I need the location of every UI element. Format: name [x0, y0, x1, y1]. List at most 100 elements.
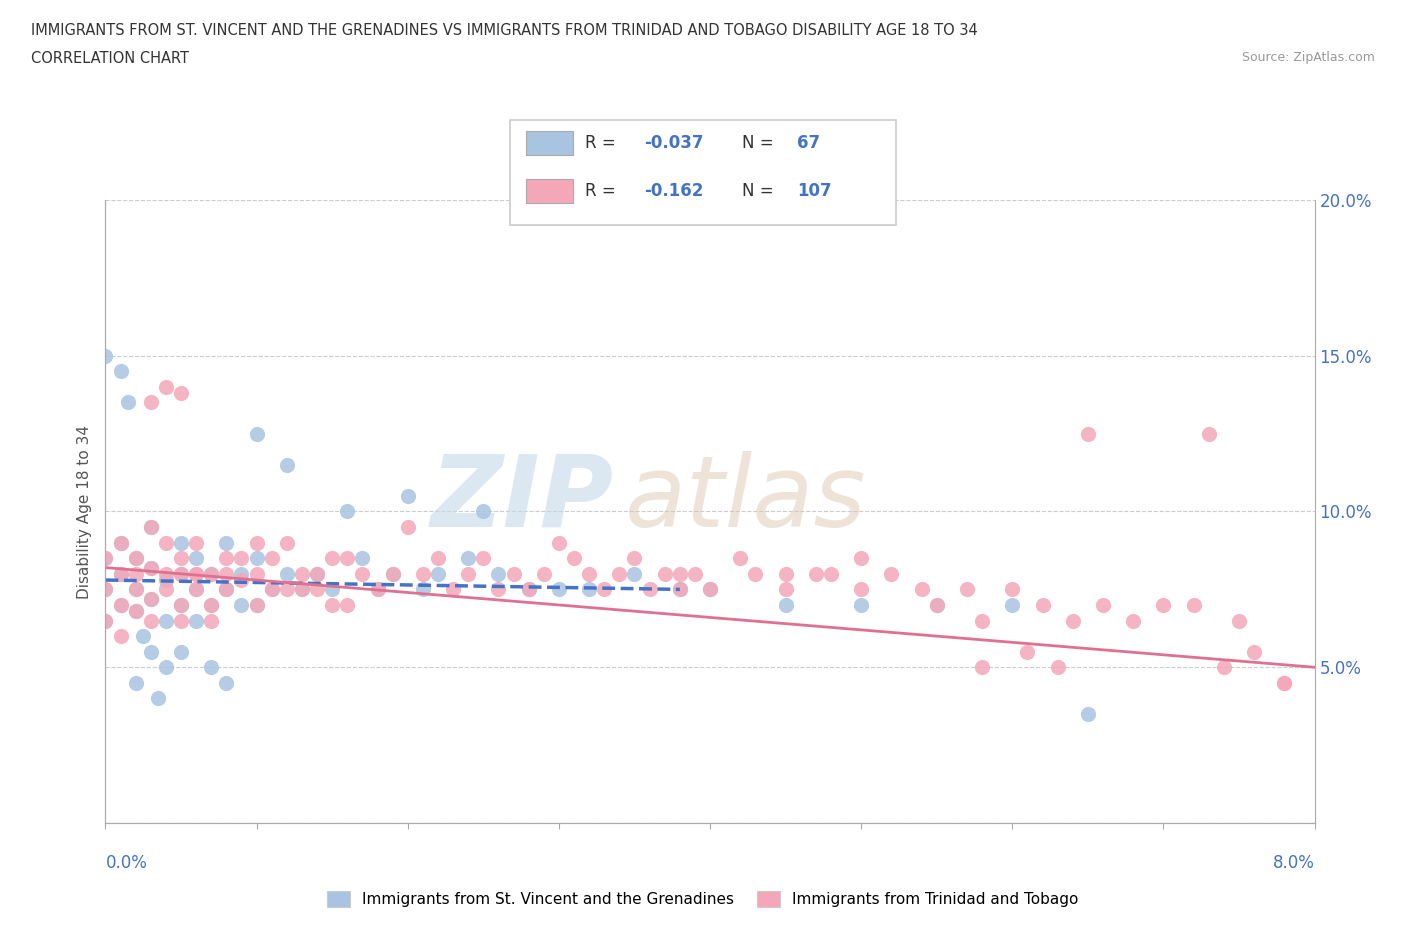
Point: [1153, 598, 1175, 613]
Point: [155, 566, 177, 581]
Legend: Immigrants from St. Vincent and the Grenadines, Immigrants from Trinidad and Tob: Immigrants from St. Vincent and the Gren…: [321, 884, 1085, 913]
Point: [170, 566, 193, 581]
Point: [125, 675, 148, 690]
Point: [125, 566, 148, 581]
Bar: [526, 131, 574, 155]
Point: [139, 591, 162, 606]
Point: [517, 582, 540, 597]
Point: [139, 644, 162, 659]
Point: [200, 598, 222, 613]
Point: [472, 504, 495, 519]
Point: [488, 582, 510, 597]
Point: [502, 566, 524, 581]
Point: [1032, 598, 1054, 613]
Text: 8.0%: 8.0%: [1272, 854, 1315, 871]
Point: [291, 582, 314, 597]
Point: [669, 566, 692, 581]
Point: [139, 560, 162, 575]
Point: [956, 582, 979, 597]
Text: -0.162: -0.162: [644, 182, 703, 200]
Point: [367, 582, 389, 597]
Point: [94, 613, 117, 628]
Point: [1198, 426, 1220, 441]
Point: [110, 629, 132, 644]
Point: [699, 582, 721, 597]
Point: [246, 426, 269, 441]
Point: [381, 566, 404, 581]
Point: [246, 598, 269, 613]
Point: [291, 582, 314, 597]
Point: [260, 551, 283, 565]
Point: [186, 566, 208, 581]
Point: [1001, 598, 1024, 613]
Point: [246, 566, 269, 581]
Point: [307, 566, 329, 581]
Point: [215, 551, 238, 565]
Point: [125, 604, 148, 618]
Point: [925, 598, 948, 613]
Point: [488, 566, 510, 581]
Point: [94, 349, 117, 364]
Point: [548, 582, 571, 597]
Point: [94, 582, 117, 597]
Point: [170, 613, 193, 628]
Point: [775, 566, 797, 581]
Point: [200, 613, 222, 628]
Point: [231, 598, 253, 613]
Point: [1001, 582, 1024, 597]
Text: IMMIGRANTS FROM ST. VINCENT AND THE GRENADINES VS IMMIGRANTS FROM TRINIDAD AND T: IMMIGRANTS FROM ST. VINCENT AND THE GREN…: [31, 23, 977, 38]
Point: [139, 560, 162, 575]
Point: [170, 536, 193, 551]
Point: [548, 536, 571, 551]
Point: [911, 582, 934, 597]
Point: [321, 551, 343, 565]
Point: [139, 395, 162, 410]
Point: [117, 395, 139, 410]
Point: [276, 582, 298, 597]
Point: [1243, 644, 1265, 659]
Bar: [526, 179, 574, 204]
Point: [820, 566, 842, 581]
Point: [396, 520, 419, 535]
Point: [186, 613, 208, 628]
Point: [125, 582, 148, 597]
Point: [125, 604, 148, 618]
Point: [775, 582, 797, 597]
Point: [578, 566, 600, 581]
Point: [125, 551, 148, 565]
Point: [186, 566, 208, 581]
Point: [170, 598, 193, 613]
Point: [200, 598, 222, 613]
Point: [231, 566, 253, 581]
Point: [1213, 660, 1236, 675]
Point: [170, 551, 193, 565]
Text: R =: R =: [585, 182, 621, 200]
Point: [730, 551, 752, 565]
Point: [148, 691, 170, 706]
Point: [699, 582, 721, 597]
Text: N =: N =: [742, 134, 779, 152]
Point: [110, 566, 132, 581]
Text: N =: N =: [742, 182, 779, 200]
Point: [110, 364, 132, 379]
Point: [775, 598, 797, 613]
Point: [291, 566, 314, 581]
Point: [849, 551, 872, 565]
Text: 107: 107: [797, 182, 832, 200]
Point: [441, 582, 464, 597]
Point: [276, 566, 298, 581]
Text: atlas: atlas: [626, 450, 868, 548]
Point: [186, 582, 208, 597]
Y-axis label: Disability Age 18 to 34: Disability Age 18 to 34: [77, 424, 93, 599]
Point: [427, 566, 450, 581]
Point: [683, 566, 706, 581]
Point: [110, 536, 132, 551]
Point: [412, 566, 434, 581]
Point: [396, 488, 419, 503]
Point: [1182, 598, 1205, 613]
Point: [260, 582, 283, 597]
Point: [246, 598, 269, 613]
Point: [457, 566, 479, 581]
Point: [125, 551, 148, 565]
Point: [94, 551, 117, 565]
